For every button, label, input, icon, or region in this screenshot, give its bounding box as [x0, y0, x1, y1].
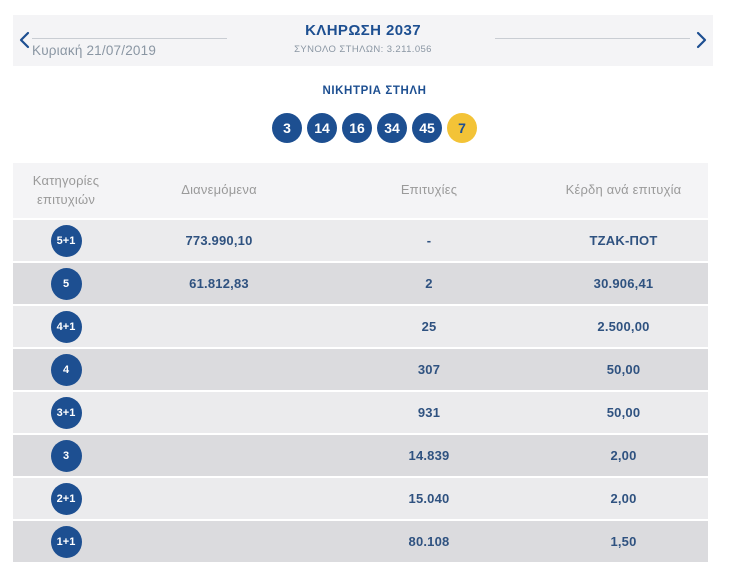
- category-badge: 5+1: [50, 224, 82, 257]
- draw-total-columns: ΣΥΝΟΛΟ ΣΤΗΛΩΝ: 3.211.056: [294, 44, 432, 55]
- prize-value: 2,00: [610, 491, 637, 506]
- column-header-winners: Επιτυχίες: [400, 182, 458, 198]
- prize-value: 30.906,41: [593, 276, 654, 291]
- table-row: 2+1 15.040 2,00: [13, 478, 708, 519]
- number-ball: 34: [377, 113, 407, 143]
- draw-date: Κυριακή 21/07/2019: [32, 43, 157, 58]
- winners-value: 307: [417, 362, 441, 377]
- number-ball: 45: [412, 113, 442, 143]
- results-table: Κατηγορίες επιτυχιών Διανεμόμενα Επιτυχί…: [13, 163, 708, 562]
- winning-numbers: 3 14 16 34 45 7: [0, 113, 749, 143]
- next-draw-button[interactable]: [693, 31, 709, 51]
- date-divider-line: [32, 38, 227, 39]
- draw-title-block: ΚΛΗΡΩΣΗ 2037 ΣΥΝΟΛΟ ΣΤΗΛΩΝ: 3.211.056: [213, 22, 513, 55]
- category-badge: 5: [50, 267, 82, 300]
- prize-value: 2,00: [610, 448, 637, 463]
- category-badge: 4+1: [50, 310, 82, 343]
- category-badge: 4: [50, 353, 82, 386]
- joker-ball: 7: [447, 113, 477, 143]
- column-header-distributed: Διανεμόμενα: [181, 182, 257, 198]
- prize-value: 1,50: [610, 534, 637, 549]
- previous-draw-button[interactable]: [16, 31, 32, 51]
- category-badge: 1+1: [50, 525, 82, 558]
- winners-value: 931: [417, 405, 441, 420]
- number-ball: 3: [272, 113, 302, 143]
- winners-value: 80.108: [408, 534, 450, 549]
- table-row: 5+1 773.990,10 - ΤΖΑΚ-ΠΟΤ: [13, 220, 708, 261]
- table-row: 4+1 25 2.500,00: [13, 306, 708, 347]
- winners-value: 25: [421, 319, 437, 334]
- right-divider-line: [495, 38, 690, 39]
- prize-value: ΤΖΑΚ-ΠΟΤ: [589, 233, 658, 248]
- winners-value: -: [426, 233, 432, 248]
- winning-column-label: ΝΙΚΗΤΡΙΑ ΣΤΗΛΗ: [322, 85, 427, 97]
- category-badge: 3+1: [50, 396, 82, 429]
- prize-value: 50,00: [606, 405, 641, 420]
- category-badge: 2+1: [50, 482, 82, 515]
- winners-value: 15.040: [408, 491, 450, 506]
- table-row: 5 61.812,83 2 30.906,41: [13, 263, 708, 304]
- distributed-value: 61.812,83: [189, 276, 249, 291]
- number-ball: 14: [307, 113, 337, 143]
- chevron-left-icon: [19, 31, 30, 52]
- number-ball: 16: [342, 113, 372, 143]
- column-header-categories: Κατηγορίες επιτυχιών: [32, 173, 100, 207]
- table-row: 3+1 931 50,00: [13, 392, 708, 433]
- draw-title: ΚΛΗΡΩΣΗ 2037: [305, 22, 421, 39]
- prize-value: 50,00: [606, 362, 641, 377]
- chevron-right-icon: [696, 31, 707, 52]
- table-row: 1+1 80.108 1,50: [13, 521, 708, 562]
- draw-header-band: Κυριακή 21/07/2019 ΚΛΗΡΩΣΗ 2037 ΣΥΝΟΛΟ Σ…: [13, 15, 713, 66]
- distributed-value: 773.990,10: [185, 233, 253, 248]
- table-row: 4 307 50,00: [13, 349, 708, 390]
- winners-value: 14.839: [408, 448, 450, 463]
- winners-value: 2: [425, 276, 433, 291]
- table-row: 3 14.839 2,00: [13, 435, 708, 476]
- prize-value: 2.500,00: [597, 319, 650, 334]
- draw-date-block: Κυριακή 21/07/2019: [32, 38, 227, 58]
- column-header-prize: Κέρδη ανά επιτυχία: [565, 182, 682, 198]
- category-badge: 3: [50, 439, 82, 472]
- results-table-body: 5+1 773.990,10 - ΤΖΑΚ-ΠΟΤ 5 61.812,83 2 30.906,…: [13, 220, 708, 562]
- results-table-header: Κατηγορίες επιτυχιών Διανεμόμενα Επιτυχί…: [13, 163, 708, 218]
